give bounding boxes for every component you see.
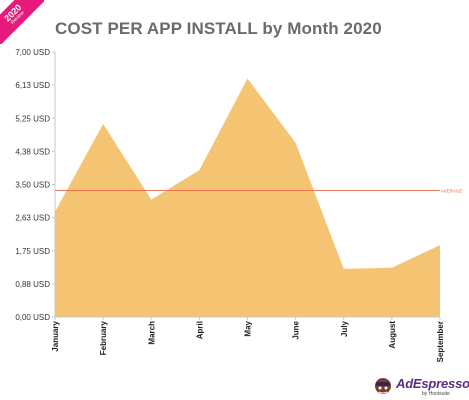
y-tick-label: 5,25 USD (15, 114, 50, 123)
average-label: AVERAGE (441, 189, 462, 194)
y-tick-label: 0,88 USD (15, 280, 50, 289)
y-tick-label: 7,00 USD (15, 48, 50, 57)
chart-title: COST PER APP INSTALL by Month 2020 (55, 19, 382, 38)
y-tick-label: 0,00 USD (15, 313, 50, 322)
area-series (55, 78, 440, 317)
x-tick-label: June (292, 320, 301, 339)
logo-brand: AdEspresso (396, 376, 469, 391)
y-tick-label: 2,63 USD (15, 214, 50, 223)
x-tick-label: March (147, 321, 156, 345)
logo-by: by Hootsuite (422, 391, 450, 397)
y-tick-label: 6,13 USD (15, 81, 50, 90)
x-tick-label: January (51, 320, 60, 351)
mascot-icon (375, 378, 391, 394)
x-tick-label: April (195, 321, 204, 339)
x-tick-label: September (436, 321, 445, 362)
x-tick-label: May (244, 320, 253, 336)
x-tick-label: February (99, 320, 108, 355)
x-tick-label: July (340, 320, 349, 337)
y-tick-label: 4,38 USD (15, 147, 50, 156)
adespresso-logo: AdEspresso by Hootsuite (372, 374, 469, 398)
y-tick-label: 3,50 USD (15, 181, 50, 190)
y-tick-label: 1,75 USD (15, 247, 50, 256)
x-tick-label: August (388, 321, 397, 349)
